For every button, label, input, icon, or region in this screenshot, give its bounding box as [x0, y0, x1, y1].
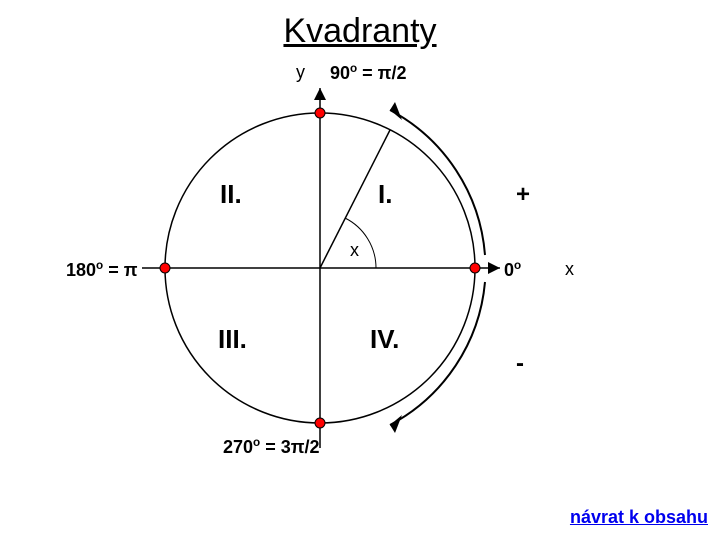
- label-0deg: 0o: [504, 259, 521, 281]
- label-90deg: 90o = π/2: [330, 62, 406, 84]
- x-axis-label: x: [565, 259, 574, 280]
- axis-marker-dot: [315, 108, 325, 118]
- axis-marker-dot: [315, 418, 325, 428]
- label-270deg: 270o = 3π/2: [223, 436, 320, 458]
- quadrant-I-label: I.: [378, 179, 392, 210]
- direction-arrowhead-negative: [390, 415, 402, 433]
- direction-arrowhead-positive: [390, 102, 402, 120]
- quadrant-II-label: II.: [220, 179, 242, 210]
- quadrant-IV-label: IV.: [370, 324, 399, 355]
- direction-minus-sign: -: [516, 350, 524, 378]
- x-axis-arrowhead: [488, 262, 500, 274]
- axis-marker-dot: [160, 263, 170, 273]
- axis-marker-dot: [470, 263, 480, 273]
- return-to-contents-link[interactable]: návrat k obsahu: [570, 507, 708, 528]
- angle-x-label: x: [350, 240, 359, 261]
- y-axis-label: y: [296, 62, 305, 83]
- quadrant-III-label: III.: [218, 324, 247, 355]
- y-axis-arrowhead: [314, 88, 326, 100]
- direction-plus-sign: +: [516, 181, 530, 209]
- label-180deg: 180o = π: [66, 259, 137, 281]
